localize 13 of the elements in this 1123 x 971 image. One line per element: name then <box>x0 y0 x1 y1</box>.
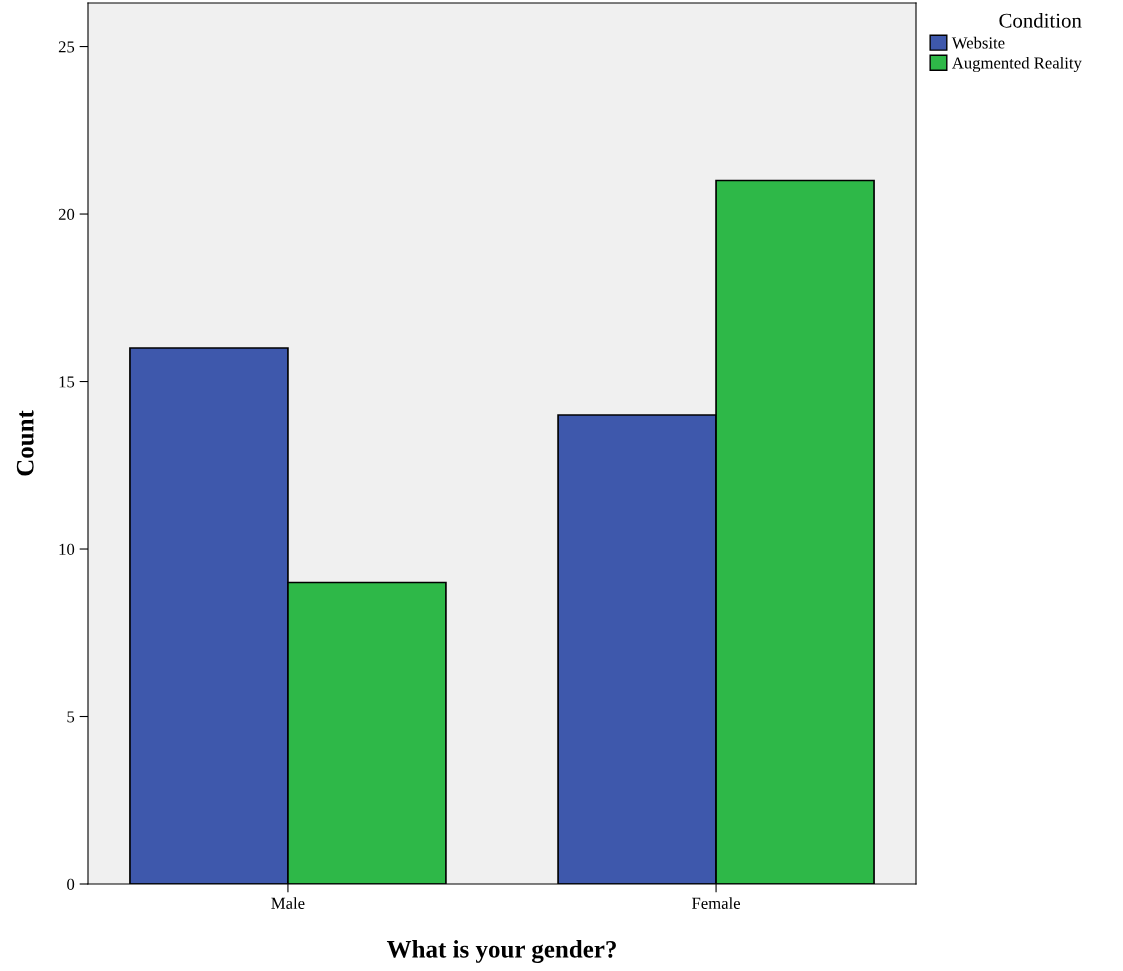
y-tick-label: 20 <box>58 208 75 220</box>
x-axis-title: What is your gender? <box>386 940 616 963</box>
y-tick-label: 10 <box>59 543 75 555</box>
y-tick-label: 5 <box>67 711 75 723</box>
y-tick-label: 15 <box>59 376 75 388</box>
y-tick-label: 25 <box>58 41 75 53</box>
x-tick-label: Female <box>692 897 741 909</box>
legend-label: Website <box>951 36 1005 49</box>
x-tick-label: Male <box>271 897 305 909</box>
y-axis-title: Count <box>16 410 34 476</box>
y-tick-label: 0 <box>67 878 75 890</box>
legend-label: Augmented Reality <box>951 56 1082 73</box>
legend-title: Condition <box>999 13 1082 28</box>
